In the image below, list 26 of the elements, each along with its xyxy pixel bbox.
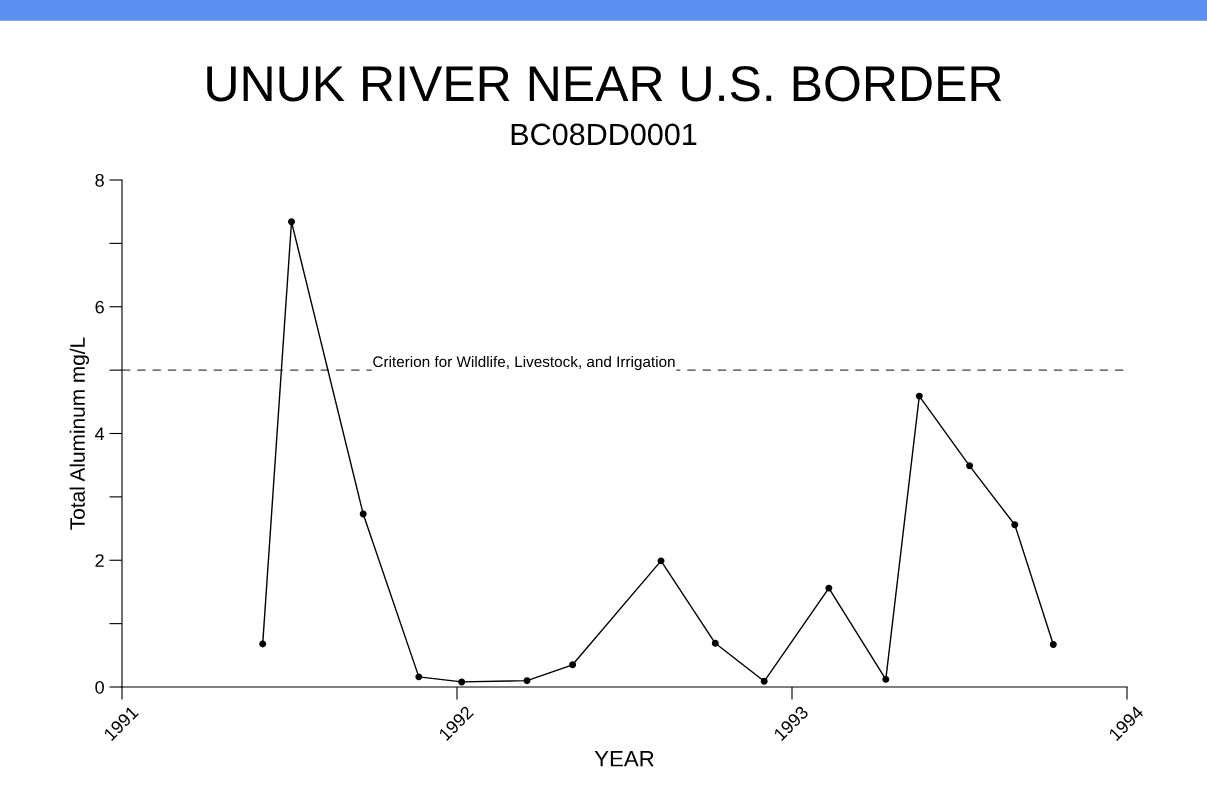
chart-subtitle: BC08DD0001	[511, 123, 697, 146]
chart-title: UNUK RIVER NEAR U.S. BORDER	[207, 66, 1002, 102]
ref-line-label: Criterion for Wildlife, Livestock, and Irrigation	[373, 355, 675, 371]
y-tick-label: 6	[95, 300, 104, 314]
point	[415, 673, 423, 681]
y-tick-label: 8	[95, 173, 104, 187]
y-tick-label: 0	[95, 680, 104, 694]
point	[1011, 521, 1019, 529]
point	[359, 510, 367, 518]
point	[569, 661, 577, 669]
point	[966, 462, 974, 470]
y-tick-label: 4	[95, 427, 105, 441]
point	[523, 677, 531, 685]
point	[288, 218, 295, 226]
point	[657, 557, 665, 565]
point	[711, 639, 719, 647]
y-axis-title: Total Aluminum mg/L	[69, 337, 90, 530]
x-axis-title: YEAR	[594, 751, 654, 767]
point	[760, 677, 768, 685]
y-tick-label: 2	[95, 554, 104, 567]
point	[882, 675, 890, 683]
point	[458, 678, 466, 686]
point	[825, 584, 833, 592]
point	[259, 640, 267, 648]
point	[1049, 641, 1057, 649]
point	[915, 392, 923, 400]
